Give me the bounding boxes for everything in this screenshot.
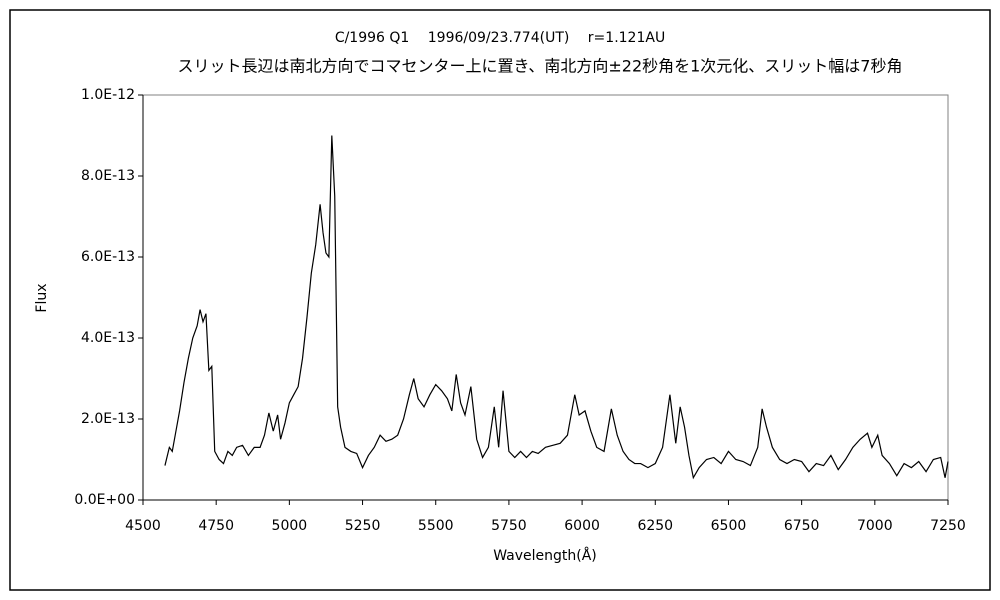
y-tick-label: 4.0E-13 bbox=[81, 330, 135, 346]
y-tick-label: 6.0E-13 bbox=[81, 249, 135, 265]
chart-title: C/1996 Q1 1996/09/23.774(UT) r=1.121AU bbox=[335, 30, 665, 46]
y-tick-label: 1.0E-12 bbox=[81, 87, 135, 103]
y-tick-label: 8.0E-13 bbox=[81, 168, 135, 184]
x-tick-label: 5750 bbox=[491, 518, 527, 534]
chart-subtitle: スリット長辺は南北方向でコマセンター上に置き、南北方向±22秒角を1次元化、スリ… bbox=[177, 57, 902, 76]
x-tick-label: 7000 bbox=[857, 518, 893, 534]
x-tick-label: 6750 bbox=[784, 518, 820, 534]
x-tick-label: 4750 bbox=[198, 518, 234, 534]
y-tick-label: 0.0E+00 bbox=[74, 492, 135, 508]
x-tick-label: 5500 bbox=[418, 518, 454, 534]
x-tick-label: 6000 bbox=[564, 518, 600, 534]
spectrum-line bbox=[164, 135, 949, 480]
y-axis-label: Flux bbox=[34, 283, 50, 312]
x-tick-label: 4500 bbox=[125, 518, 161, 534]
y-tick-label: 2.0E-13 bbox=[81, 411, 135, 427]
x-tick-label: 6500 bbox=[711, 518, 747, 534]
x-tick-label: 7250 bbox=[930, 518, 966, 534]
x-tick-label: 6250 bbox=[637, 518, 673, 534]
x-axis-label: Wavelength(Å) bbox=[493, 547, 597, 564]
x-tick-label: 5250 bbox=[345, 518, 381, 534]
chart-frame bbox=[9, 9, 991, 591]
x-tick-label: 5000 bbox=[272, 518, 308, 534]
